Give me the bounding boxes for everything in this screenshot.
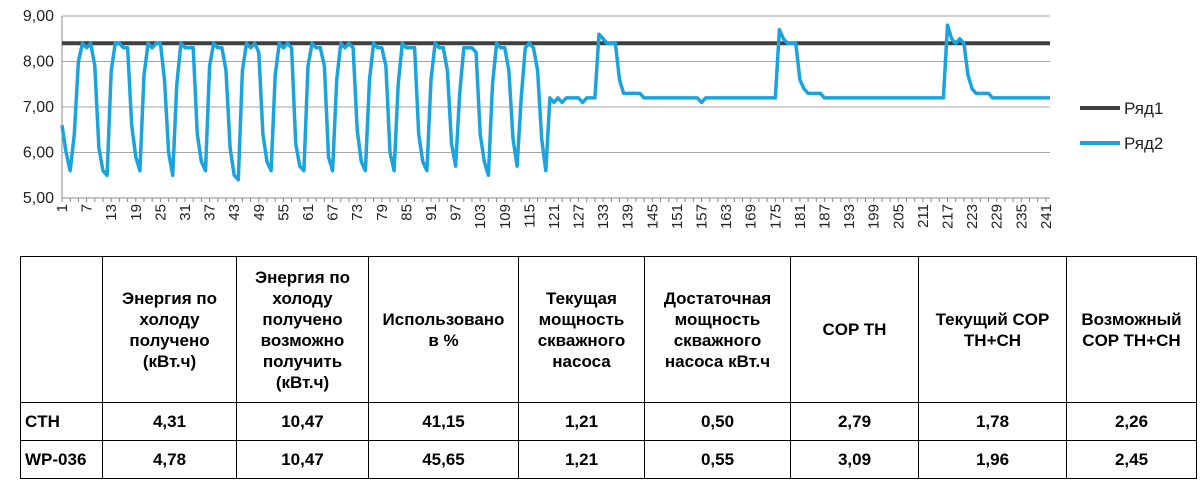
table-cell: 41,15: [368, 402, 519, 441]
header-cell-current-cop: Текущий COP TH+CH: [918, 256, 1067, 403]
table-cell: 0,50: [644, 402, 791, 441]
x-tick-label: 223: [964, 204, 981, 229]
x-tick-label: 217: [940, 204, 957, 229]
x-tick-label: 37: [202, 204, 219, 221]
table-row: WP-036 4,78 10,47 45,65 1,21 0,55 3,09 1…: [20, 440, 1197, 479]
x-tick-label: 211: [915, 204, 932, 228]
x-tick-label: 103: [472, 204, 489, 229]
x-tick-label: 127: [571, 204, 588, 229]
x-tick-label: 187: [817, 204, 834, 229]
x-tick-label: 139: [620, 204, 637, 229]
header-cell-current-pump-power: Текущая мощность скважного насоса: [518, 256, 645, 403]
x-tick-label: 31: [177, 204, 194, 221]
header-cell-empty: [20, 256, 103, 403]
legend-label: Ряд2: [1124, 134, 1163, 153]
results-table: Энергия по холоду получено (кВт.ч) Энерг…: [20, 256, 1197, 479]
legend-label: Ряд1: [1124, 99, 1163, 118]
y-tick-label: 5,00: [23, 190, 54, 207]
x-tick-label: 43: [226, 204, 243, 221]
table-cell: 1,96: [918, 440, 1067, 479]
header-cell-used-percent: Использовано в %: [368, 256, 519, 403]
x-tick-label: 19: [128, 204, 145, 221]
x-tick-label: 205: [890, 204, 907, 229]
y-tick-label: 7,00: [23, 99, 54, 116]
table-row: CTH 4,31 10,47 41,15 1,21 0,50 2,79 1,78…: [20, 402, 1197, 441]
table-cell: 1,21: [518, 402, 645, 441]
table-cell: 10,47: [236, 440, 369, 479]
x-axis: 1 7 13 19 25 31 37 43 49 55 61 67 73 79 85 91 97 103 109 11…: [54, 197, 1055, 229]
x-tick-label: 175: [767, 204, 784, 229]
x-tick-label: 241: [1038, 204, 1055, 229]
series-line-2: [60, 23, 1050, 182]
x-tick-label: 115: [521, 204, 538, 228]
x-tick-label: 25: [152, 204, 169, 221]
x-tick-label: 7: [79, 204, 96, 212]
header-cell-sufficient-pump-power: Достаточная мощность скважного насоса кВ…: [644, 256, 791, 403]
table-cell: 2,45: [1066, 440, 1197, 479]
x-tick-label: 157: [694, 204, 711, 229]
header-cell-energy-received: Энергия по холоду получено (кВт.ч): [102, 256, 237, 403]
x-tick-label: 229: [989, 204, 1006, 229]
table-cell: 0,55: [644, 440, 791, 479]
row-label: WP-036: [20, 440, 103, 479]
x-tick-label: 109: [497, 204, 514, 229]
y-tick-label: 8,00: [23, 54, 54, 71]
table-cell: 2,26: [1066, 402, 1197, 441]
table-cell: 2,79: [790, 402, 919, 441]
table-cell: 1,78: [918, 402, 1067, 441]
table-cell: 45,65: [368, 440, 519, 479]
x-tick-label: 67: [325, 204, 342, 221]
x-tick-label: 145: [644, 204, 661, 229]
row-label: CTH: [20, 402, 103, 441]
x-tick-label: 13: [103, 204, 120, 221]
table-cell: 4,31: [102, 402, 237, 441]
x-tick-label: 85: [398, 204, 415, 221]
x-tick-label: 151: [669, 204, 686, 229]
x-tick-label: 79: [374, 204, 391, 221]
x-tick-label: 121: [546, 204, 563, 229]
line-chart: 5,00 6,00 7,00 8,00 9,00 1 7 13 19 25 31 37 43 49 55 6…: [23, 8, 1164, 229]
y-tick-label: 6,00: [23, 145, 54, 162]
header-cell-cop-th: COP TH: [790, 256, 919, 403]
x-tick-label: 235: [1013, 204, 1030, 229]
table-cell: 10,47: [236, 402, 369, 441]
x-tick-label: 97: [448, 204, 465, 221]
y-tick-label: 9,00: [23, 8, 54, 25]
x-tick-label: 1: [54, 204, 71, 212]
table-cell: 3,09: [790, 440, 919, 479]
chart-series: [60, 23, 1050, 182]
header-cell-possible-cop: Возможный COP TH+CH: [1066, 256, 1197, 403]
x-tick-label: 181: [792, 204, 809, 229]
header-cell-energy-possible: Энергия по холоду получено возможно полу…: [236, 256, 369, 403]
x-tick-label: 193: [841, 204, 858, 229]
x-tick-label: 91: [423, 204, 440, 221]
table-cell: 4,78: [102, 440, 237, 479]
table-cell: 1,21: [518, 440, 645, 479]
x-tick-label: 55: [275, 204, 292, 221]
table-header-row: Энергия по холоду получено (кВт.ч) Энерг…: [20, 256, 1197, 403]
chart-legend: Ряд1 Ряд2: [1080, 99, 1163, 153]
x-tick-label: 199: [866, 204, 883, 229]
x-tick-label: 73: [349, 204, 366, 221]
x-tick-label: 163: [718, 204, 735, 229]
x-tick-label: 169: [743, 204, 760, 229]
x-tick-label: 133: [595, 204, 612, 229]
x-tick-label: 61: [300, 204, 317, 221]
x-tick-label: 49: [251, 204, 268, 221]
y-axis: 5,00 6,00 7,00 8,00 9,00: [23, 8, 63, 207]
